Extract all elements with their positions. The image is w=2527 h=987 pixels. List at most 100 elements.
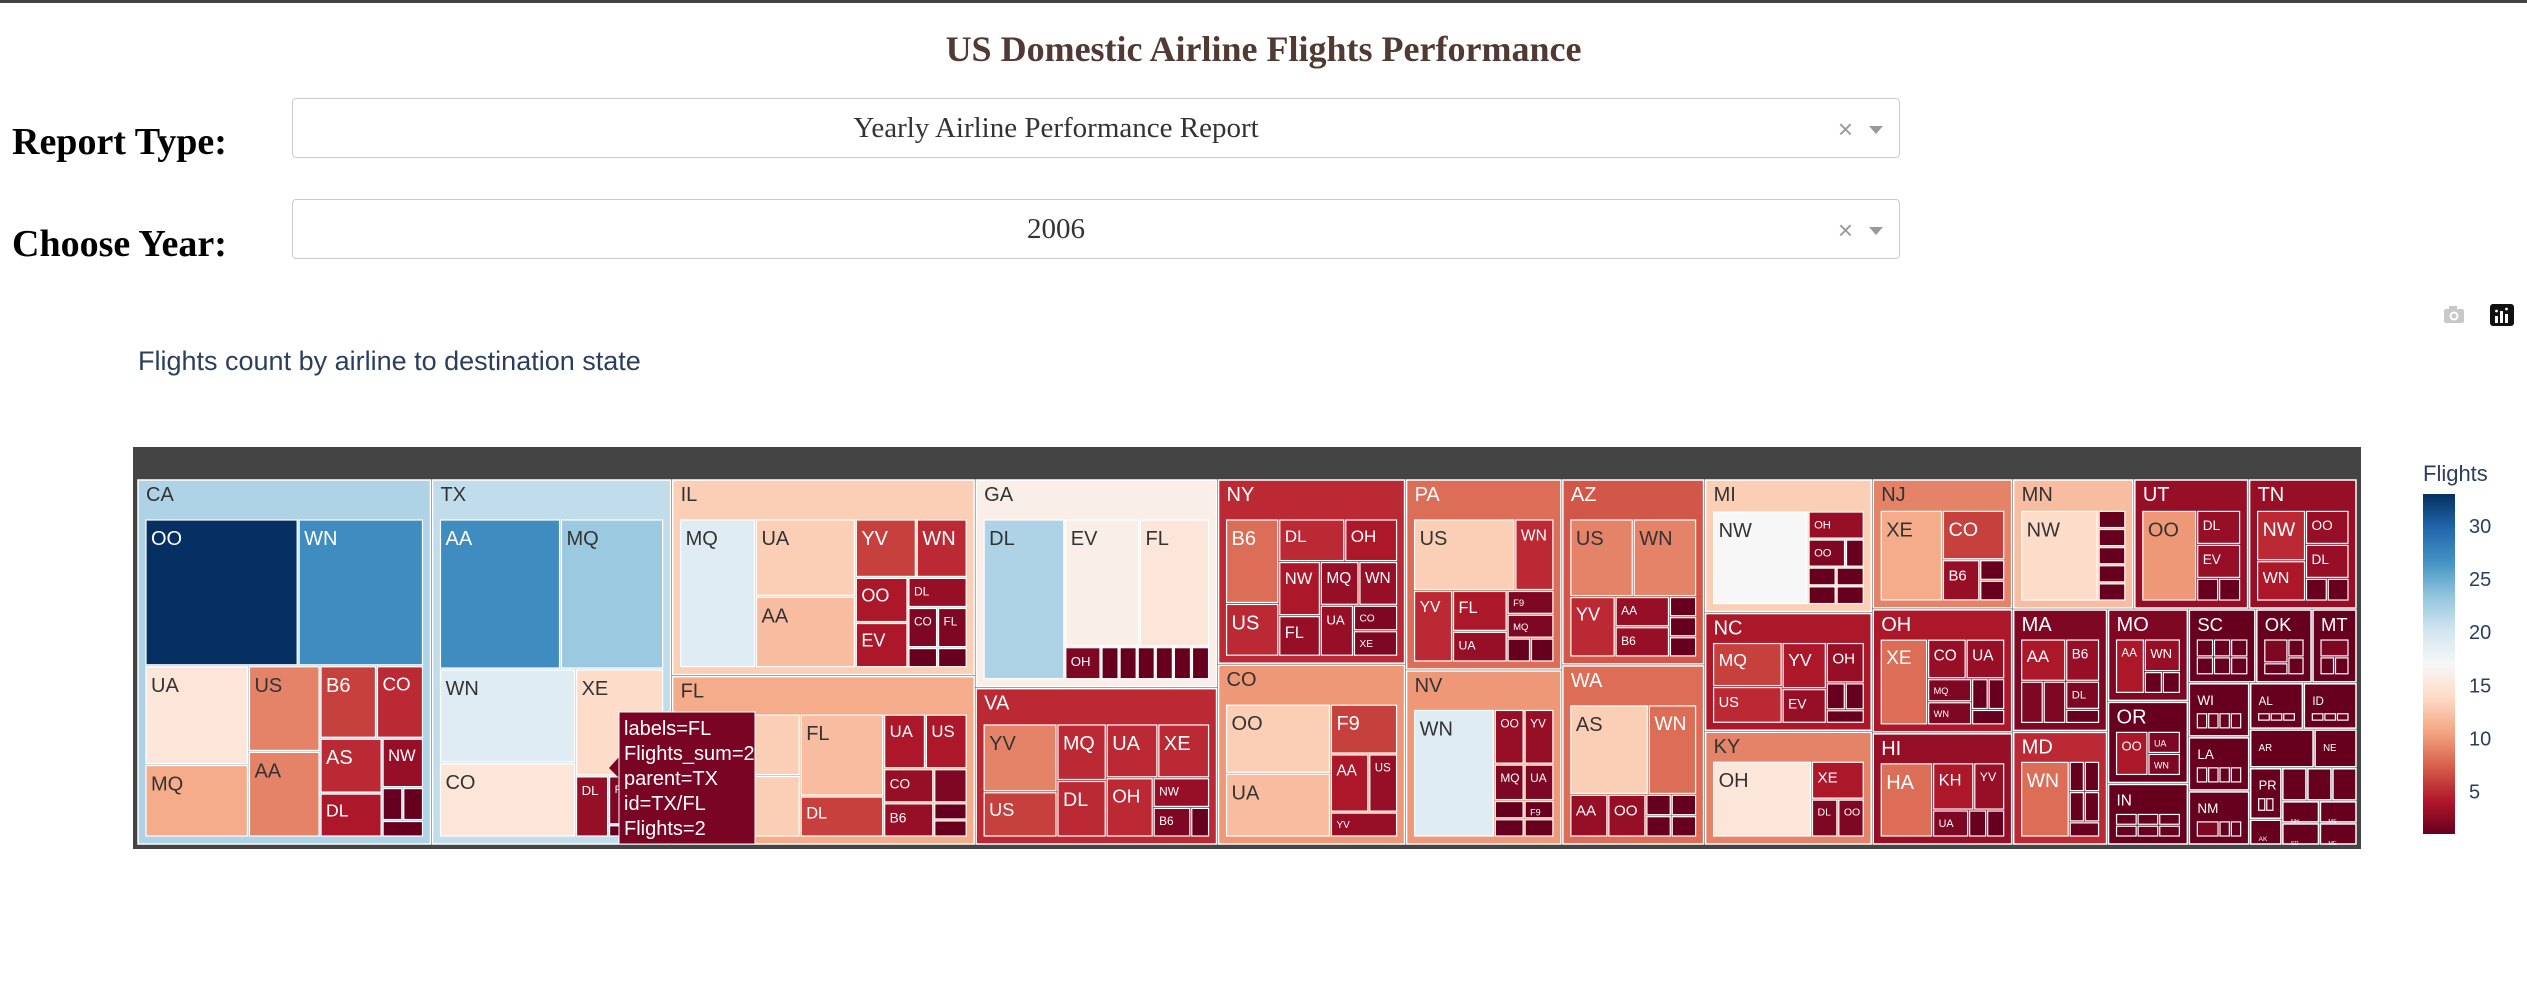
airline-label: UA: [1112, 733, 1140, 755]
airline-rect: [1808, 567, 1836, 586]
airline-rect: [2197, 544, 2241, 578]
airline-rect: [1153, 778, 1210, 807]
airline-node: [2098, 565, 2126, 583]
airline-node-nw: NW: [2257, 510, 2306, 561]
airline-rect: [1811, 761, 1864, 799]
airline-node: [1173, 647, 1192, 680]
airline-rect: [1137, 647, 1155, 680]
airline-label: UA: [1530, 771, 1547, 785]
airline-rect: [2334, 657, 2349, 675]
state-rect: [2332, 767, 2357, 801]
airline-label: AA: [761, 605, 788, 627]
airline-rect: [1669, 637, 1697, 657]
airline-node-aa: AA: [1330, 754, 1369, 812]
airline-node: [1646, 794, 1671, 816]
airline-node: [382, 788, 403, 821]
airline-node-b6: B6: [1225, 519, 1279, 604]
airline-label: WN: [1639, 528, 1672, 550]
state-label: IN: [2117, 792, 2132, 809]
airline-rect: [1570, 794, 1608, 837]
airline-node: [1836, 567, 1864, 586]
airline-label: DL: [989, 528, 1015, 550]
airline-node: [2305, 578, 2327, 601]
airline-rect: [1987, 810, 2005, 837]
airline-node-yv: YV: [1974, 763, 2005, 810]
tooltip-line: Flights_sum=2: [624, 743, 755, 765]
airline-node: [2219, 713, 2230, 729]
airline-node-xe: XE: [1811, 761, 1864, 799]
airline-node: [2069, 792, 2084, 822]
airline-rect: [1845, 539, 1864, 567]
airline-rect: [1507, 590, 1554, 614]
year-dropdown[interactable]: 2006 ×: [292, 199, 1900, 259]
airline-rect: [1808, 511, 1864, 539]
airline-node-ev: EV: [2197, 544, 2241, 578]
airline-rect: [320, 738, 382, 793]
airline-node: [2219, 767, 2230, 783]
airline-node: [2137, 825, 2159, 837]
airline-label: DL: [1817, 807, 1831, 819]
airline-node-xe: XE: [1353, 631, 1398, 656]
airline-label: UA: [151, 675, 179, 697]
airline-rect: [1880, 639, 1928, 725]
airline-label: CO: [382, 674, 410, 695]
airline-node-us: US: [1413, 519, 1515, 591]
airline-rect: [439, 519, 561, 669]
airline-rect: [1712, 686, 1782, 723]
state-node-co: CO OO UA F9 AA US YV: [1217, 664, 1406, 845]
airline-node-yv: YV: [983, 724, 1057, 792]
airline-rect: [1530, 638, 1554, 662]
airline-node: [2219, 821, 2230, 837]
airline-node-as: AS: [1570, 705, 1648, 794]
airline-rect: [1191, 807, 1210, 837]
airline-rect: [1494, 800, 1524, 819]
state-label: PA: [1415, 484, 1441, 506]
clear-icon[interactable]: ×: [1837, 114, 1853, 144]
airline-node-oo: OO: [1608, 794, 1646, 837]
airline-rect: [908, 607, 938, 648]
airline-label: AA: [2027, 647, 2050, 666]
plotly-logo-icon[interactable]: [2490, 304, 2514, 326]
state-node-nh: NH: [2282, 801, 2320, 825]
airline-node-mq: MQ: [1494, 764, 1524, 801]
state-label: MS: [2328, 819, 2337, 825]
state-rect: [2249, 767, 2282, 819]
chevron-down-icon[interactable]: [1869, 126, 1883, 134]
camera-icon[interactable]: [2444, 306, 2464, 323]
airline-rect: [983, 792, 1057, 837]
airline-node-oo: OO: [1494, 709, 1524, 764]
airline-node-aa: AA: [1570, 794, 1608, 837]
airline-node-nw: NW: [1279, 561, 1320, 616]
state-node-ia: [2332, 767, 2357, 801]
airline-label: EV: [1788, 695, 1807, 711]
tooltip-pointer: [609, 757, 619, 778]
airline-rect: [1057, 780, 1106, 837]
airline-label: YV: [861, 528, 888, 550]
airline-node-fl: FL: [1279, 616, 1320, 656]
airline-rect: [2021, 639, 2066, 681]
state-node-ky: KY OH XE DL OO: [1704, 731, 1872, 845]
airline-node-dl: DL: [908, 577, 967, 608]
airline-rect: [2197, 578, 2219, 601]
airline-node-mq: MQ: [1712, 642, 1782, 687]
airline-label: FL: [1285, 624, 1304, 642]
airline-rect: [2137, 813, 2159, 825]
airline-rect: [2098, 528, 2126, 547]
airline-node-ev: EV: [855, 622, 908, 668]
report-type-dropdown[interactable]: Yearly Airline Performance Report ×: [292, 98, 1900, 158]
state-node-nv: NV WN OO YV MQ UA F9: [1405, 670, 1562, 845]
state-node-nm: NM: [2188, 791, 2250, 845]
state-rect: [2319, 801, 2357, 823]
chevron-down-icon[interactable]: [1869, 227, 1883, 235]
state-label: IL: [681, 484, 698, 506]
airline-rect: [2043, 681, 2066, 723]
airline-node: [2288, 639, 2304, 657]
airline-rect: [1139, 519, 1210, 647]
airline-node-wn: WN: [1633, 519, 1697, 597]
airline-label: FL: [1146, 528, 1169, 550]
airline-rect: [2142, 510, 2197, 601]
clear-icon[interactable]: ×: [1837, 215, 1853, 245]
airline-node: [1119, 647, 1137, 680]
airline-node: [1507, 638, 1531, 662]
airline-node: [2230, 713, 2242, 729]
